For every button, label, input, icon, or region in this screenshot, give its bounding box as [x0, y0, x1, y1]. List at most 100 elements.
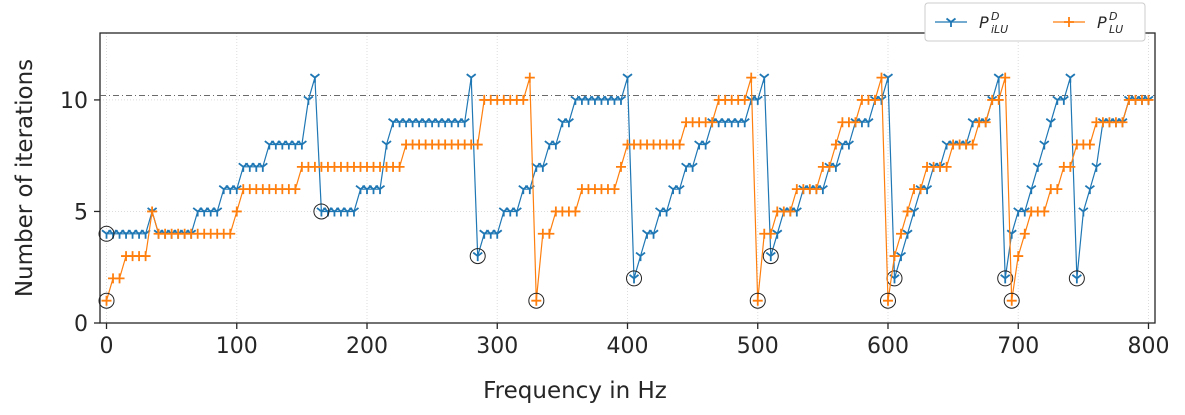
marker — [896, 228, 907, 239]
marker — [700, 140, 711, 150]
marker — [101, 295, 112, 306]
marker — [381, 140, 392, 150]
marker — [674, 184, 685, 195]
marker — [563, 118, 574, 128]
marker — [824, 161, 835, 172]
marker — [609, 184, 620, 195]
marker — [1058, 95, 1069, 105]
marker — [348, 207, 360, 217]
marker — [908, 207, 920, 217]
marker — [941, 161, 952, 172]
highlight-circle — [98, 225, 115, 242]
marker — [231, 184, 242, 195]
marker — [472, 139, 483, 150]
marker — [524, 72, 535, 83]
legend-label-part: P — [979, 13, 989, 32]
marker — [830, 162, 841, 172]
marker — [1091, 162, 1102, 172]
marker — [752, 95, 763, 105]
marker — [889, 251, 900, 262]
legend-label: P D LU — [1097, 10, 1123, 36]
marker — [1065, 73, 1076, 83]
highlight-circle — [879, 292, 896, 309]
highlight-circle — [1068, 270, 1085, 287]
marker — [1013, 251, 1024, 262]
marker — [114, 273, 125, 284]
marker — [863, 118, 874, 128]
marker — [648, 229, 659, 239]
marker — [993, 94, 1004, 105]
marker — [309, 73, 320, 83]
marker — [1117, 117, 1128, 128]
marker — [1019, 207, 1030, 217]
marker — [531, 295, 542, 306]
marker — [707, 117, 718, 128]
x-tick-label: 700 — [997, 334, 1039, 359]
marker — [374, 184, 386, 195]
y-tick-label: 10 — [60, 89, 88, 114]
marker — [1019, 228, 1030, 239]
marker — [635, 251, 646, 262]
marker — [882, 73, 894, 83]
highlight-circle — [1003, 292, 1020, 309]
marker — [882, 295, 893, 306]
marker — [765, 251, 776, 262]
marker — [550, 140, 561, 150]
x-tick-label: 500 — [737, 334, 779, 359]
marker — [615, 161, 626, 172]
y-axis-label: Number of iterations — [12, 59, 38, 297]
marker — [140, 251, 151, 262]
legend-box — [924, 2, 1146, 42]
marker — [296, 140, 307, 150]
highlight-circle — [98, 292, 115, 309]
marker — [544, 228, 555, 239]
x-tick-label: 800 — [1127, 334, 1169, 359]
marker — [661, 207, 672, 217]
marker — [225, 228, 236, 239]
marker — [830, 139, 841, 150]
marker — [1084, 139, 1095, 150]
marker — [980, 117, 991, 128]
marker — [212, 207, 223, 217]
highlight-circle — [313, 203, 330, 220]
marker — [511, 207, 522, 217]
highlight-circle — [626, 270, 643, 287]
highlight-circle — [749, 292, 766, 309]
marker — [876, 72, 887, 83]
marker — [518, 94, 529, 105]
marker — [147, 206, 158, 217]
marker — [843, 140, 854, 150]
marker — [922, 184, 933, 195]
marker — [850, 117, 861, 128]
marker — [231, 206, 242, 217]
highlight-circle — [997, 270, 1014, 287]
marker — [687, 162, 698, 172]
legend-label-part: D — [991, 10, 999, 23]
marker — [1071, 274, 1082, 284]
marker — [537, 162, 548, 172]
marker — [628, 274, 640, 284]
x-tick-label: 400 — [607, 334, 649, 359]
marker — [902, 229, 913, 239]
marker — [472, 251, 483, 262]
highlight-circle — [762, 248, 779, 265]
marker — [869, 94, 880, 105]
marker — [1143, 94, 1154, 105]
marker — [993, 73, 1004, 83]
legend-label-part: D — [1109, 10, 1117, 23]
marker — [1039, 140, 1050, 150]
marker — [895, 251, 907, 262]
marker — [739, 94, 750, 105]
x-tick-label: 300 — [476, 334, 518, 359]
marker — [615, 95, 627, 105]
marker — [817, 184, 828, 195]
marker — [1065, 161, 1076, 172]
marker — [889, 274, 900, 284]
marker — [752, 295, 763, 306]
marker — [1026, 184, 1037, 195]
x-tick-label: 600 — [867, 334, 909, 359]
marker — [570, 206, 581, 217]
